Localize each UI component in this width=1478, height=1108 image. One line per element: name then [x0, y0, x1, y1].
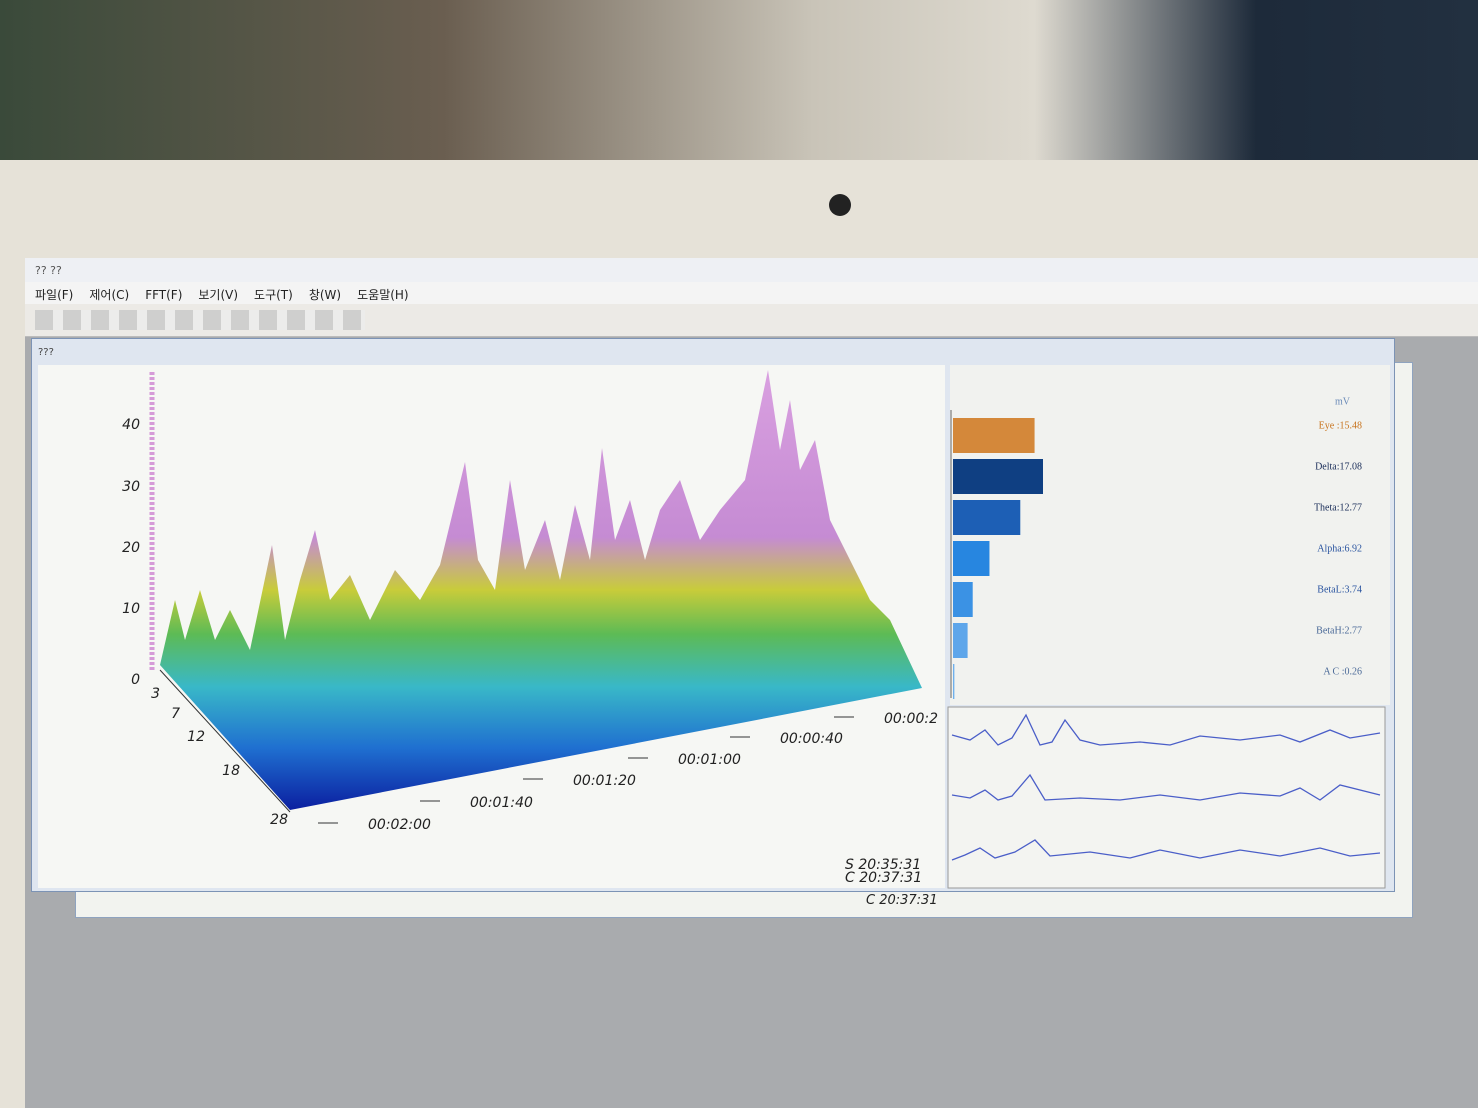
current-time: C 20:37:31: [845, 870, 922, 886]
z-tick-label: 0: [131, 672, 140, 688]
freq-axis: [159, 669, 291, 813]
menu-item[interactable]: 도구(T): [254, 288, 293, 302]
band-bar: [953, 582, 973, 617]
band-bar: [953, 500, 1021, 535]
time-label: 00:01:20: [573, 773, 636, 789]
z-tick-label: 10: [122, 601, 140, 617]
menu-item[interactable]: 보기(V): [198, 288, 239, 302]
time-label: 00:00:2: [884, 711, 938, 727]
band-label: BetaH:2.77: [1316, 625, 1362, 636]
toolbar-icons[interactable]: [35, 310, 365, 330]
freq-tick-label: 12: [187, 729, 205, 745]
time-label: 00:01:00: [678, 752, 741, 768]
z-tick-label: 30: [122, 479, 140, 495]
band-bar: [953, 418, 1035, 453]
start-time: S 20:35:31: [845, 857, 921, 873]
time-label: 00:02:00: [368, 817, 431, 833]
freq-tick-label: 28: [270, 812, 288, 828]
freq-tick-label: 7: [171, 706, 180, 722]
freq-tick-label: 3: [151, 686, 160, 702]
menu-bar: 파일(F) 제어(C) FFT(F) 보기(V) 도구(T) 창(W) 도움말(H): [25, 282, 1478, 304]
z-tick-label: 40: [122, 417, 140, 433]
band-label: BetaL:3.74: [1317, 584, 1362, 595]
freq-tick-label: 18: [222, 763, 240, 779]
menu-item[interactable]: 창(W): [308, 288, 342, 302]
band-label: Delta:17.08: [1315, 461, 1362, 472]
band-label: Eye :15.48: [1319, 420, 1362, 431]
z-tick-label: 20: [122, 540, 140, 556]
time-label: 00:01:40: [470, 795, 533, 811]
current-time: C 20:37:31: [866, 893, 938, 908]
spectrum-surface: [160, 370, 922, 810]
menu-item[interactable]: FFT(F): [145, 288, 183, 302]
child-title: ???: [38, 347, 54, 358]
band-label: Theta:12.77: [1314, 502, 1362, 513]
title-bar: ?? ??: [25, 258, 1478, 282]
menu-item[interactable]: 도움말(H): [357, 288, 409, 302]
background: [0, 0, 1478, 165]
toolbar: [25, 304, 1478, 337]
menu-item[interactable]: 파일(F): [35, 288, 74, 302]
band-bar: [953, 459, 1043, 494]
band-bar: [953, 664, 955, 699]
band-label: A C :0.26: [1323, 666, 1362, 677]
webcam: [829, 194, 851, 216]
eeg-traces: [951, 713, 1381, 861]
band-label: Alpha:6.92: [1317, 543, 1362, 554]
time-label: 00:00:40: [780, 731, 843, 747]
unit: mV: [1335, 396, 1351, 407]
band-bar: [953, 623, 968, 658]
menu-item[interactable]: 제어(C): [89, 288, 130, 302]
band-bar: [953, 541, 990, 576]
